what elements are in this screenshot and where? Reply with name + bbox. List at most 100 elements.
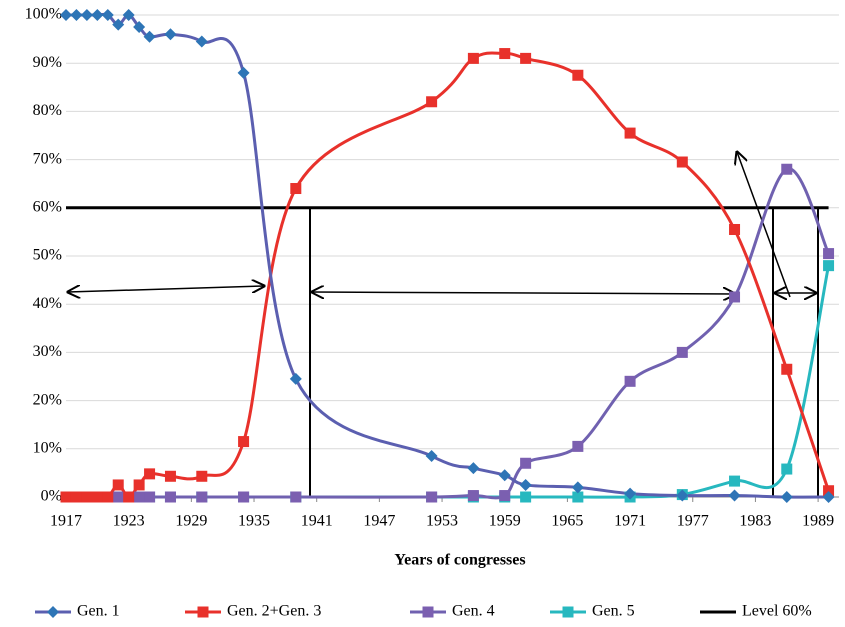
x-tick-label: 1959 <box>489 513 521 530</box>
point <box>780 491 793 503</box>
point <box>426 491 438 503</box>
point <box>426 96 438 108</box>
point <box>676 489 689 502</box>
point <box>91 491 103 503</box>
y-tick-label: 100% <box>25 6 62 23</box>
point <box>729 223 741 235</box>
point <box>728 489 741 502</box>
y-tick-label: 0% <box>41 488 62 505</box>
x-tick-label: 1947 <box>363 513 395 530</box>
point <box>781 163 793 175</box>
x-tick-label: 1989 <box>802 513 834 530</box>
point <box>112 18 125 31</box>
point <box>101 9 114 21</box>
point <box>164 28 177 41</box>
y-tick-label: 70% <box>33 150 62 167</box>
point <box>499 48 511 60</box>
point <box>238 491 250 503</box>
point <box>91 9 104 21</box>
point <box>112 479 124 491</box>
legend-label: Gen. 5 <box>592 603 635 620</box>
point <box>237 66 250 79</box>
point <box>123 491 135 503</box>
point <box>823 248 835 260</box>
point <box>143 30 156 43</box>
legend-label: Level 60% <box>742 603 812 620</box>
x-tick-label: 1965 <box>551 513 583 530</box>
y-tick-label: 10% <box>33 439 62 456</box>
point <box>499 490 511 502</box>
x-tick-label: 1917 <box>50 513 82 530</box>
point <box>571 481 584 494</box>
legend-label: Gen. 2+Gen. 3 <box>227 603 321 620</box>
legend-label: Gen. 1 <box>77 603 120 620</box>
point <box>467 462 480 475</box>
x-tick-label: 1935 <box>238 513 270 530</box>
point <box>822 491 835 503</box>
point <box>520 52 532 64</box>
x-tick-label: 1923 <box>113 513 145 530</box>
point <box>781 363 793 375</box>
point <box>520 491 532 503</box>
point <box>196 470 208 482</box>
point <box>572 69 584 81</box>
point <box>70 9 83 21</box>
point <box>519 478 532 491</box>
point <box>290 183 302 195</box>
legend-marker <box>197 606 209 618</box>
point <box>133 491 145 503</box>
x-tick-label: 1971 <box>614 513 646 530</box>
point <box>133 479 145 491</box>
point <box>289 372 302 385</box>
point <box>572 491 584 503</box>
point <box>467 52 479 64</box>
point <box>122 9 135 21</box>
y-tick-label: 60% <box>33 198 62 215</box>
point <box>80 9 93 21</box>
y-tick-label: 40% <box>33 295 62 312</box>
point <box>781 463 793 475</box>
point <box>144 468 156 480</box>
point <box>498 469 511 482</box>
legend-marker <box>422 606 434 618</box>
point <box>823 485 835 497</box>
point <box>823 260 835 272</box>
point <box>164 491 176 503</box>
arrow <box>68 286 264 292</box>
point <box>70 491 82 503</box>
y-tick-label: 50% <box>33 247 62 264</box>
y-tick-label: 20% <box>33 391 62 408</box>
legend-marker <box>562 606 574 618</box>
point <box>112 491 124 503</box>
point <box>144 491 156 503</box>
point <box>164 470 176 482</box>
legend-label: Gen. 4 <box>452 603 495 620</box>
y-tick-label: 90% <box>33 54 62 71</box>
point <box>133 21 146 34</box>
point <box>102 491 114 503</box>
x-tick-label: 1953 <box>426 513 458 530</box>
x-tick-label: 1977 <box>677 513 709 530</box>
annotations <box>68 152 819 497</box>
arrow <box>312 292 735 294</box>
point <box>676 156 688 168</box>
point <box>676 346 688 358</box>
point <box>467 490 479 502</box>
point <box>60 491 72 503</box>
point <box>196 491 208 503</box>
point <box>729 291 741 303</box>
point <box>729 475 741 487</box>
point <box>520 457 532 469</box>
legend-marker <box>47 606 59 618</box>
point <box>195 35 208 48</box>
x-axis-label: Years of congresses <box>394 552 525 569</box>
y-tick-label: 30% <box>33 343 62 360</box>
point <box>425 450 438 463</box>
point <box>238 436 250 448</box>
y-tick-label: 80% <box>33 102 62 119</box>
point <box>81 491 93 503</box>
point <box>572 440 584 452</box>
point <box>290 491 302 503</box>
point <box>60 9 72 21</box>
